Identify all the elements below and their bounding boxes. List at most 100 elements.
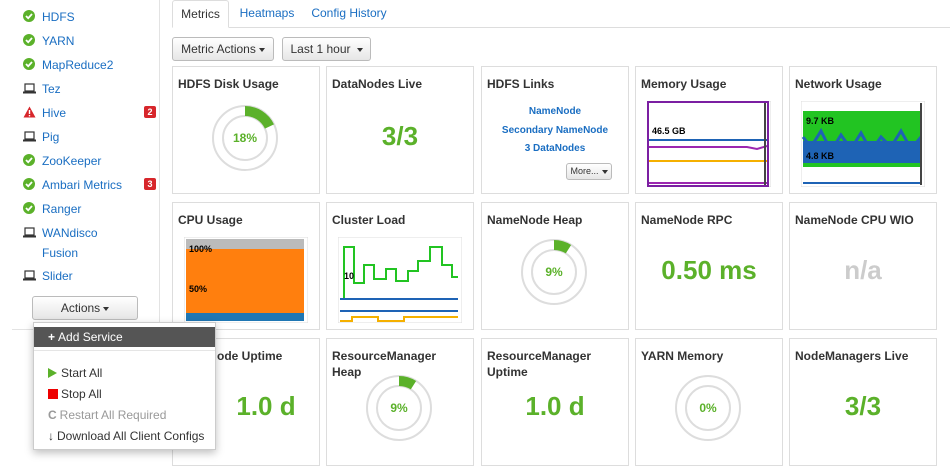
widget-value: 1.0 d [525, 391, 585, 421]
check-icon [22, 33, 36, 47]
memory-usage-graph [647, 101, 771, 187]
metric-actions-label: Metric Actions [181, 42, 256, 56]
namenode-link[interactable]: NameNode [528, 106, 582, 117]
time-range-label: Last 1 hour [290, 42, 351, 56]
add-service-item[interactable]: + Add Service [34, 327, 215, 347]
play-icon [48, 368, 57, 378]
tab-metrics[interactable]: Metrics [172, 0, 229, 28]
sidebar-item-label: HDFS [42, 10, 75, 24]
sidebar-item-yarn[interactable]: YARN [22, 33, 74, 49]
chevron-down-icon [258, 47, 265, 52]
sidebar-item-wandisco-fusion[interactable]: WANdisco Fusion [22, 225, 98, 261]
network-label-bottom: 4.8 KB [806, 151, 835, 161]
sidebar-item-ambari-metrics[interactable]: Ambari Metrics [22, 177, 122, 193]
widget-title: ode Uptime [217, 349, 283, 363]
title-line-1: ResourceManager [487, 349, 592, 363]
widget-value: 3/3 [844, 391, 882, 421]
check-icon [22, 201, 36, 215]
sidebar-item-pig[interactable]: Pig [22, 129, 59, 145]
network-usage-widget[interactable]: Network Usage 9.7 KB 4.8 KB [789, 66, 937, 194]
more-links-button[interactable]: More... [566, 163, 612, 180]
actions-button[interactable]: Actions [32, 296, 138, 320]
hdfs-disk-usage-widget[interactable]: HDFS Disk Usage 18% [172, 66, 320, 194]
more-label: More... [570, 166, 599, 176]
restart-all-label: Restart All Required [59, 408, 167, 422]
network-label-top: 9.7 KB [806, 116, 835, 126]
namenode-heap-donut: 9% [521, 239, 587, 305]
sidebar-item-ranger[interactable]: Ranger [22, 201, 81, 217]
cpu-label-top: 100% [189, 244, 213, 254]
sidebar-item-mapreduce2[interactable]: MapReduce2 [22, 57, 113, 73]
widget-title: CPU Usage [178, 213, 243, 227]
title-line-1: ResourceManager [332, 349, 437, 363]
widget-title: YARN Memory [641, 349, 724, 363]
widget-title: Network Usage [795, 77, 882, 91]
secondary-namenode-link[interactable]: Secondary NameNode [501, 125, 609, 136]
widget-value: 3/3 [381, 121, 419, 151]
usage-percent: 18% [233, 131, 257, 145]
stop-icon [48, 389, 58, 399]
sidebar-item-zookeeper[interactable]: ZooKeeper [22, 153, 101, 169]
tab-config-history[interactable]: Config History [311, 6, 387, 20]
widget-title: Cluster Load [332, 213, 406, 227]
resourcemanager-uptime-widget[interactable]: ResourceManager Uptime 1.0 d [481, 338, 629, 466]
sidebar-item-tez[interactable]: Tez [22, 81, 61, 97]
alert-count-badge[interactable]: 3 [144, 178, 156, 190]
download-configs-label: Download All Client Configs [57, 429, 205, 443]
sidebar-item-hdfs[interactable]: HDFS [22, 9, 75, 25]
label-line-1: WANdisco [42, 226, 98, 240]
datanodes-link[interactable]: 3 DataNodes [524, 143, 586, 154]
cluster-load-widget[interactable]: Cluster Load 10 [326, 202, 474, 330]
widget-value: 1.0 d [236, 391, 296, 421]
sidebar-item-hive[interactable]: Hive [22, 105, 66, 121]
widget-title: NameNode RPC [641, 213, 733, 227]
metric-actions-button[interactable]: Metric Actions [172, 37, 274, 61]
warning-icon [22, 105, 36, 119]
usage-arc [245, 106, 274, 129]
check-icon [22, 9, 36, 23]
rm-heap-donut: 9% [366, 375, 432, 441]
widget-title: NameNode Heap [487, 213, 583, 227]
widget-title: ResourceManager Heap [332, 348, 468, 380]
stop-all-item[interactable]: Stop All [34, 384, 215, 404]
chevron-down-icon [103, 306, 110, 311]
add-service-label: Add Service [58, 330, 123, 344]
laptop-icon [22, 129, 36, 143]
memory-usage-widget[interactable]: Memory Usage 46.5 GB [635, 66, 783, 194]
widget-title: DataNodes Live [332, 77, 423, 91]
widget-title: ResourceManager Uptime [487, 348, 623, 380]
resourcemanager-heap-widget[interactable]: ResourceManager Heap 9% [326, 338, 474, 466]
cpu-label-mid: 50% [189, 284, 208, 294]
cpu-usage-widget[interactable]: CPU Usage 100% 50% [172, 202, 320, 330]
namenode-heap-widget[interactable]: NameNode Heap 9% [481, 202, 629, 330]
widget-title: Memory Usage [641, 77, 727, 91]
sidebar-item-label: Ambari Metrics [42, 178, 123, 192]
check-icon [22, 57, 36, 71]
time-range-button[interactable]: Last 1 hour [282, 37, 371, 61]
network-usage-graph [801, 101, 925, 187]
alert-count-badge[interactable]: 2 [144, 106, 156, 118]
datanodes-live-widget[interactable]: DataNodes Live 3/3 [326, 66, 474, 194]
menu-divider [34, 350, 215, 351]
sidebar-item-label: ZooKeeper [42, 154, 102, 168]
namenode-rpc-widget[interactable]: NameNode RPC 0.50 ms [635, 202, 783, 330]
download-client-configs-item[interactable]: ↓ Download All Client Configs [34, 426, 215, 446]
disk-usage-donut: 18% [212, 105, 278, 171]
usage-percent: 0% [699, 401, 717, 415]
dashboard-tabs: Metrics Heatmaps Config History [172, 0, 950, 28]
yarn-memory-widget[interactable]: YARN Memory 0% [635, 338, 783, 466]
tab-heatmaps[interactable]: Heatmaps [239, 6, 295, 20]
laptop-icon [22, 268, 36, 282]
sidebar-item-label: Hive [42, 106, 67, 120]
title-line-2: Heap [332, 365, 362, 379]
sidebar-item-slider[interactable]: Slider [22, 268, 73, 284]
start-all-item[interactable]: Start All [34, 363, 215, 383]
sidebar-item-label: Tez [42, 82, 61, 96]
nodemanagers-live-widget[interactable]: NodeManagers Live 3/3 [789, 338, 937, 466]
title-line-2: Uptime [487, 365, 528, 379]
namenode-cpu-wio-widget[interactable]: NameNode CPU WIO n/a [789, 202, 937, 330]
restart-all-required-item[interactable]: C Restart All Required [34, 405, 215, 425]
cluster-load-graph [338, 237, 462, 323]
widget-title: NameNode CPU WIO [795, 213, 914, 227]
laptop-icon [22, 81, 36, 95]
